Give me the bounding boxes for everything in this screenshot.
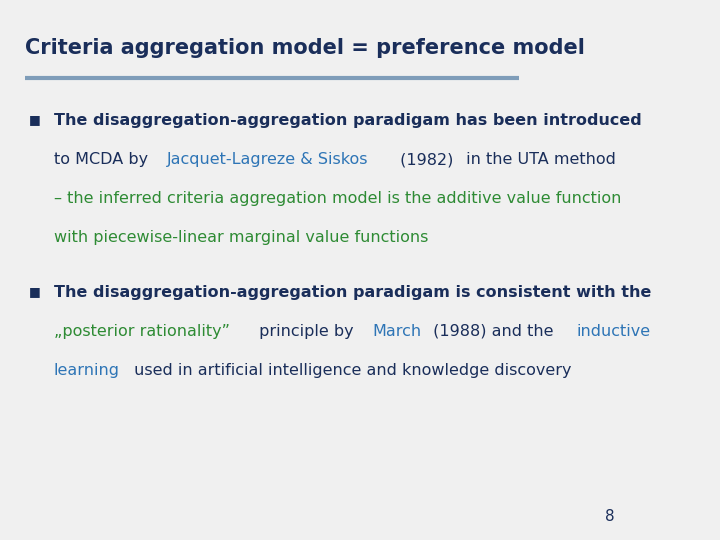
- Text: Criteria aggregation model = preference model: Criteria aggregation model = preference …: [25, 38, 585, 58]
- Text: learning: learning: [54, 363, 120, 378]
- Text: (1988) and the: (1988) and the: [428, 324, 559, 339]
- Text: principle by: principle by: [253, 324, 359, 339]
- Text: (1982): (1982): [395, 152, 454, 167]
- Text: in the UTA method: in the UTA method: [462, 152, 616, 167]
- Text: March: March: [372, 324, 421, 339]
- Text: 8: 8: [605, 509, 614, 524]
- Text: to MCDA by: to MCDA by: [54, 152, 153, 167]
- Text: ■: ■: [29, 285, 40, 298]
- Text: with piecewise-linear marginal value functions: with piecewise-linear marginal value fun…: [54, 230, 428, 245]
- Text: used in artificial intelligence and knowledge discovery: used in artificial intelligence and know…: [129, 363, 571, 378]
- Text: „posterior rationality”: „posterior rationality”: [54, 324, 230, 339]
- Text: ■: ■: [29, 113, 40, 126]
- Text: inductive: inductive: [577, 324, 650, 339]
- Text: – the inferred criteria aggregation model is the additive value function: – the inferred criteria aggregation mode…: [54, 191, 621, 206]
- Text: The disaggregation-aggregation paradigam is consistent with the: The disaggregation-aggregation paradigam…: [54, 285, 651, 300]
- Text: The disaggregation-aggregation paradigam has been introduced: The disaggregation-aggregation paradigam…: [54, 113, 642, 129]
- Text: Jacquet-Lagreze & Siskos: Jacquet-Lagreze & Siskos: [166, 152, 368, 167]
